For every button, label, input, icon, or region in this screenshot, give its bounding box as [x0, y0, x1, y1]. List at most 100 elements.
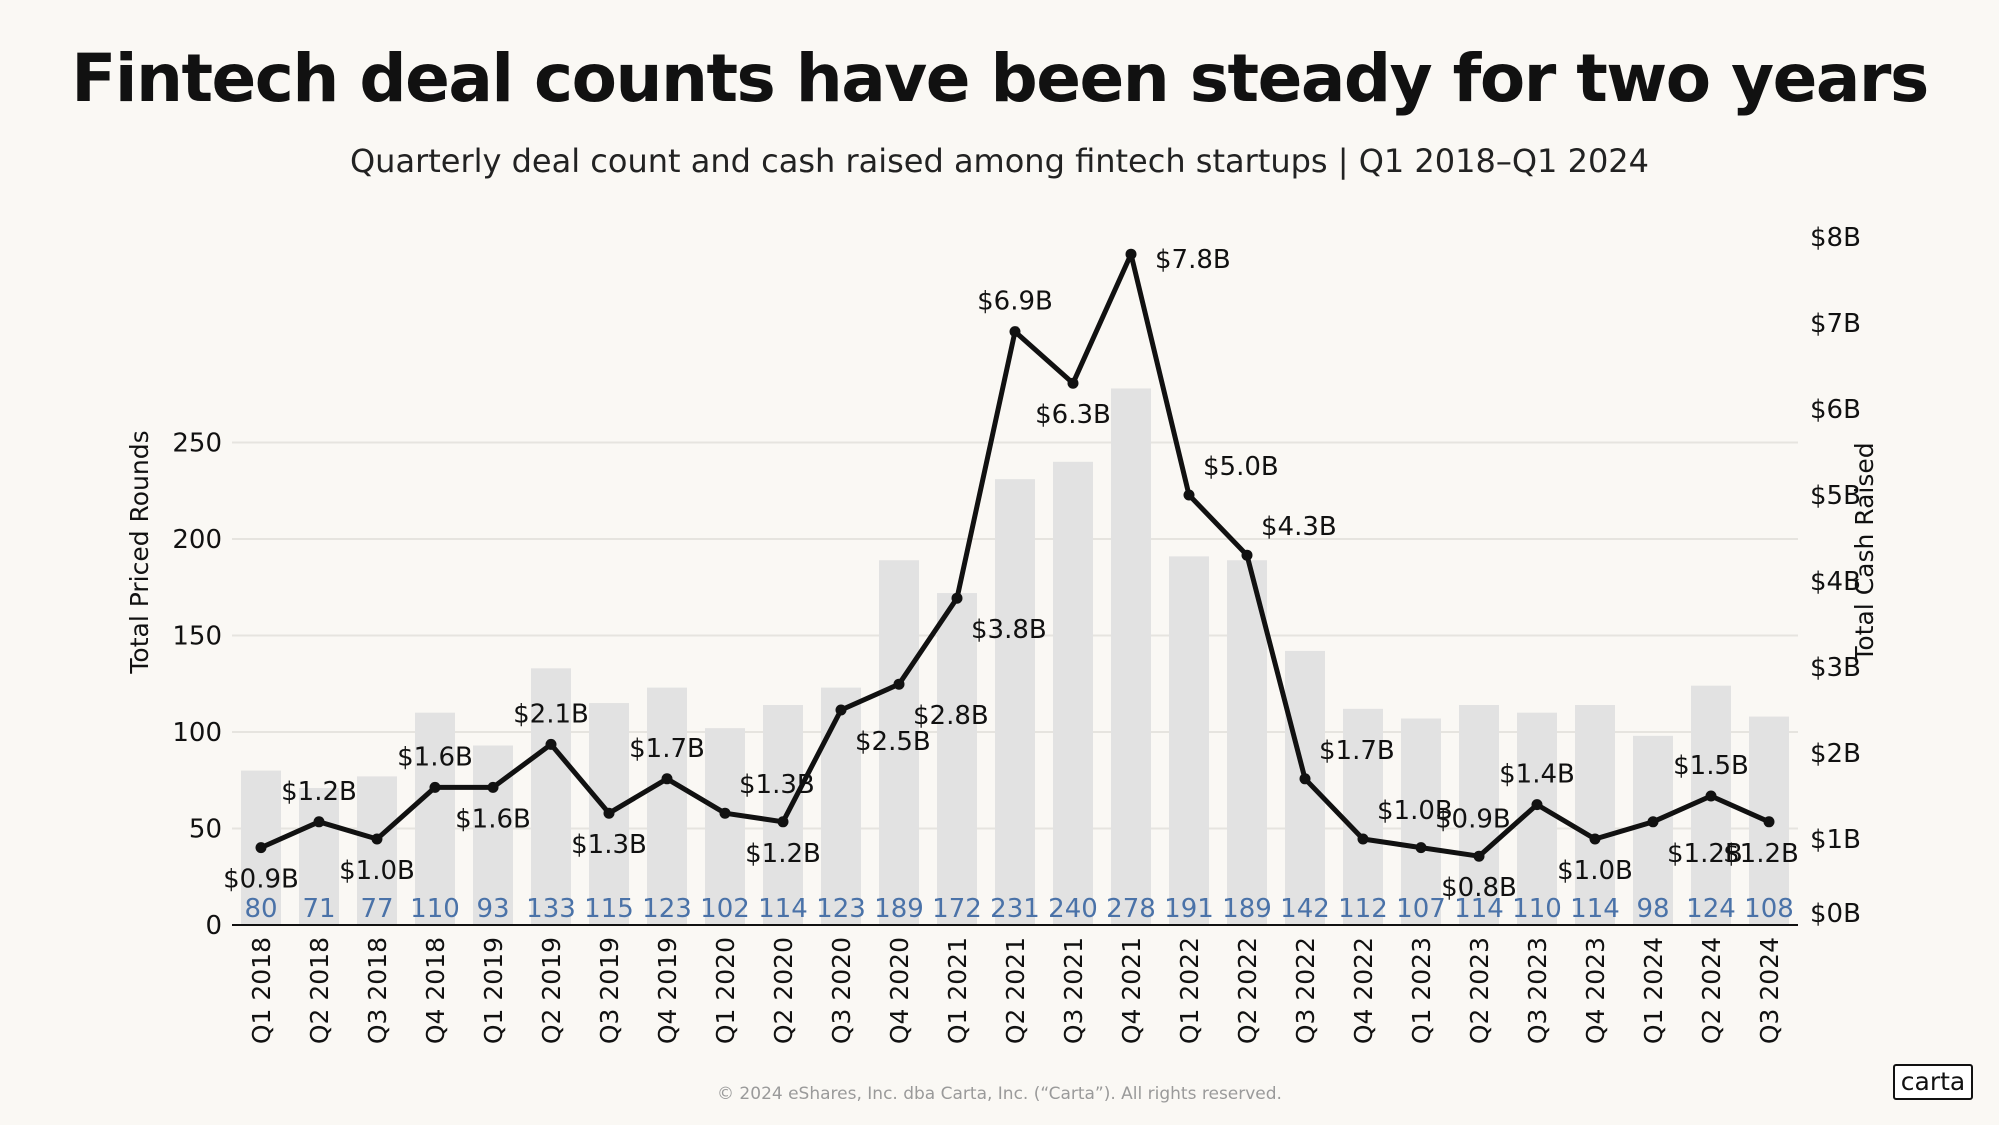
- line-point: [1415, 842, 1427, 854]
- line-value-label: $1.0B: [339, 856, 415, 886]
- bar-count-label: 110: [1512, 894, 1562, 924]
- x-tick-label: Q3 2020: [827, 937, 856, 1044]
- bar-count-label: 107: [1396, 894, 1446, 924]
- line-point: [371, 833, 383, 845]
- y2-tick-label: $7B: [1810, 309, 1861, 339]
- bar-count-label: 112: [1338, 894, 1388, 924]
- line-point: [487, 781, 499, 793]
- x-tick-label: Q2 2018: [305, 937, 334, 1044]
- line-point: [661, 773, 673, 785]
- line-point: [1357, 833, 1369, 845]
- line-value-label: $1.0B: [1377, 796, 1453, 826]
- y-tick-label: 0: [205, 911, 222, 941]
- line-value-label: $2.5B: [855, 727, 931, 757]
- line-point: [1647, 816, 1659, 828]
- x-tick-label: Q4 2020: [885, 937, 914, 1044]
- line-value-label: $1.7B: [1319, 736, 1395, 766]
- line-series: [255, 248, 1775, 862]
- bar-count-label: 93: [476, 894, 509, 924]
- line-value-label: $1.5B: [1673, 751, 1749, 781]
- line-value-label: $1.6B: [397, 742, 473, 772]
- y2-tick-label: $6B: [1810, 395, 1861, 425]
- bar-series: [241, 388, 1789, 926]
- line-value-label: $6.3B: [1035, 400, 1111, 430]
- bar: [647, 687, 687, 925]
- x-tick-label: Q3 2024: [1755, 937, 1784, 1044]
- x-tick-label: Q3 2018: [363, 937, 392, 1044]
- y-tick-label: 200: [172, 525, 222, 555]
- bar-count-label: 240: [1048, 894, 1098, 924]
- bar: [299, 787, 339, 925]
- bar-count-label: 80: [244, 894, 277, 924]
- x-tick-label: Q4 2021: [1117, 937, 1146, 1044]
- y2-tick-label: $5B: [1810, 481, 1861, 511]
- copyright-footer: © 2024 eShares, Inc. dba Carta, Inc. (“C…: [717, 1084, 1282, 1104]
- line-point: [1531, 799, 1543, 811]
- x-tick-label: Q2 2020: [769, 937, 798, 1044]
- line-point: [1589, 833, 1601, 845]
- line-value-label: $3.8B: [971, 615, 1047, 645]
- y-tick-label: 150: [172, 622, 222, 652]
- x-tick-label: Q1 2022: [1175, 937, 1204, 1044]
- bar-count-label: 98: [1636, 894, 1669, 924]
- x-tick-label: Q1 2023: [1407, 937, 1436, 1044]
- line-point: [255, 842, 267, 854]
- bar: [1285, 650, 1325, 925]
- line-value-label: $0.9B: [1435, 805, 1511, 835]
- bar: [1111, 388, 1151, 926]
- y2-tick-label: $4B: [1810, 567, 1861, 597]
- line-point: [1009, 326, 1021, 338]
- x-tick-label: Q3 2021: [1059, 937, 1088, 1044]
- line-point: [1299, 773, 1311, 785]
- bar: [531, 668, 571, 925]
- x-tick-label: Q4 2018: [421, 937, 450, 1044]
- x-tick-label: Q1 2024: [1639, 937, 1668, 1044]
- bar-count-label: 108: [1744, 894, 1794, 924]
- bar-count-label: 114: [758, 894, 808, 924]
- bar-count-labels: 80 71 77 110 93 133 115 123 102 114 123 189 172 231 24…: [244, 894, 1793, 924]
- line-value-label: $1.7B: [629, 734, 705, 764]
- line-value-label: $1.6B: [455, 804, 531, 834]
- bar-count-label: 172: [932, 894, 982, 924]
- y-tick-label: 100: [172, 718, 222, 748]
- line-value-label: $1.2B: [1667, 839, 1743, 869]
- bar-count-label: 123: [816, 894, 866, 924]
- line-value-label: $6.9B: [977, 287, 1053, 317]
- line-point: [1705, 790, 1717, 802]
- axes: 0 50 100 150 200 250 $0B $1B $2B $3B $4B $5B $6B $7B $…: [172, 223, 1861, 1044]
- line-value-label: $1.2B: [745, 839, 821, 869]
- chart-subtitle: Quarterly deal count and cash raised amo…: [349, 142, 1650, 180]
- line-point: [1183, 489, 1195, 501]
- line-point: [951, 592, 963, 604]
- y-tick-label: 250: [172, 429, 222, 459]
- line-value-label: $5.0B: [1203, 452, 1279, 482]
- line-point: [1241, 549, 1253, 561]
- bar: [1343, 708, 1383, 925]
- line-value-label: $2.8B: [913, 701, 989, 731]
- y-axis-label: Total Priced Rounds: [125, 430, 154, 674]
- y2-tick-label: $0B: [1810, 899, 1861, 929]
- bar: [415, 712, 455, 925]
- x-tick-label: Q2 2022: [1233, 937, 1262, 1044]
- x-tick-label: Q2 2019: [537, 937, 566, 1044]
- bar-count-label: 133: [526, 894, 576, 924]
- bar-count-label: 114: [1570, 894, 1620, 924]
- x-tick-label: Q4 2023: [1581, 937, 1610, 1044]
- line-value-label: $1.2B: [1723, 839, 1799, 869]
- x-tick-label: Q2 2024: [1697, 937, 1726, 1044]
- bar-count-label: 110: [410, 894, 460, 924]
- x-tick-label: Q4 2022: [1349, 937, 1378, 1044]
- bar-count-label: 114: [1454, 894, 1504, 924]
- bar: [1169, 556, 1209, 925]
- line-point: [777, 816, 789, 828]
- bar: [1401, 718, 1441, 925]
- bar-count-label: 123: [642, 894, 692, 924]
- bar-count-label: 115: [584, 894, 634, 924]
- bar-count-label: 189: [874, 894, 924, 924]
- bar-count-label: 189: [1222, 894, 1272, 924]
- line-value-labels: $0.9B $1.2B $1.0B $1.6B $1.6B $2.1B $1.3B $1.7B…: [223, 245, 1799, 903]
- x-tick-label: Q3 2019: [595, 937, 624, 1044]
- bar: [821, 687, 861, 925]
- bar: [357, 776, 397, 925]
